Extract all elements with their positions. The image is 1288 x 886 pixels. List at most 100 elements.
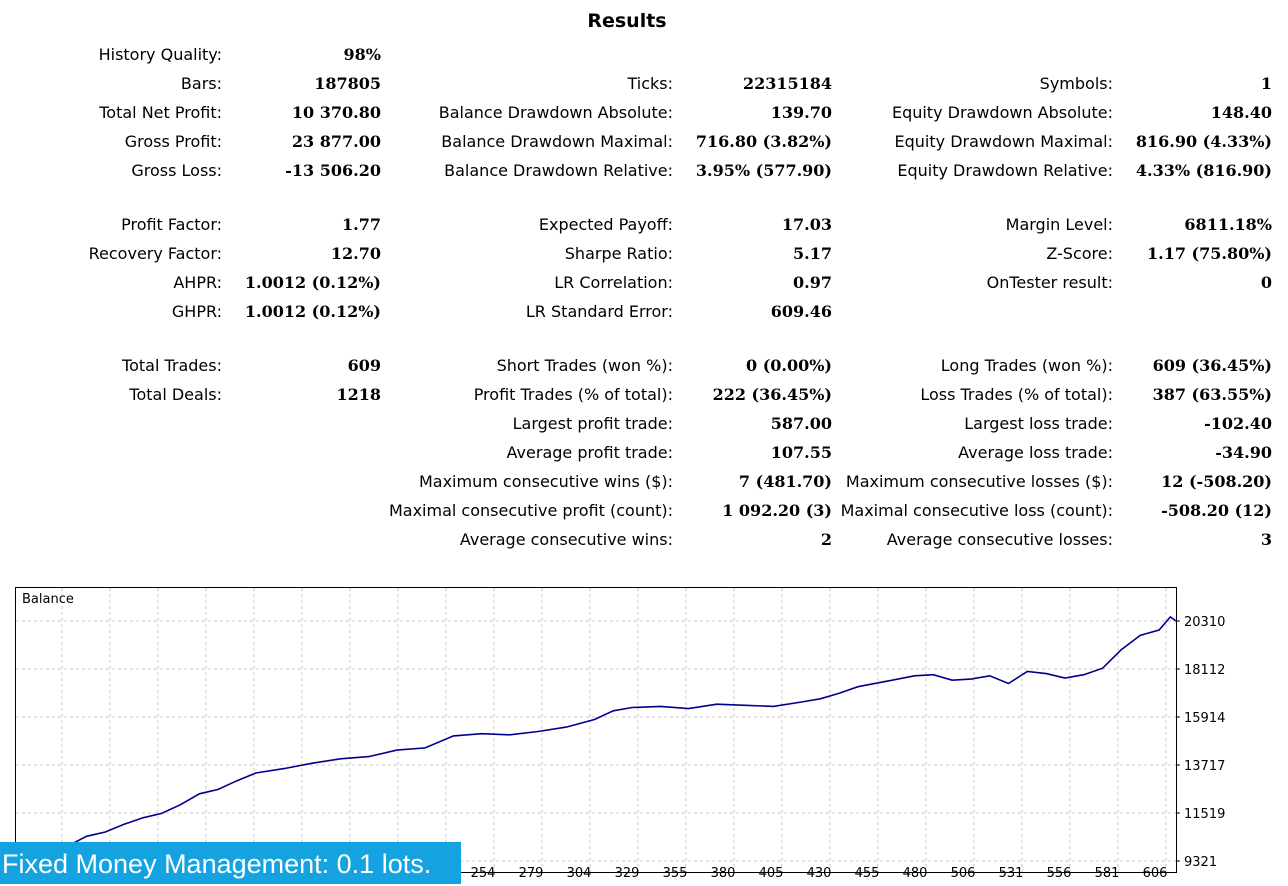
metric-value: 23 877.00 bbox=[291, 132, 381, 151]
y-tick-label: 20310 bbox=[1184, 615, 1225, 630]
metric-label: OnTester result: bbox=[986, 273, 1113, 292]
metric-label: Total Trades: bbox=[122, 356, 222, 375]
metric-value: 4.33% (816.90) bbox=[1135, 161, 1272, 180]
metric-label: Symbols: bbox=[1039, 74, 1113, 93]
x-tick-label: 405 bbox=[759, 866, 784, 881]
metric-value: -508.20 (12) bbox=[1161, 501, 1272, 520]
metric-label: Average profit trade: bbox=[506, 443, 673, 462]
x-tick-label: 606 bbox=[1143, 866, 1168, 881]
chart-title: Balance bbox=[22, 592, 74, 607]
x-tick-label: 329 bbox=[615, 866, 640, 881]
balance-chart-frame bbox=[15, 587, 1177, 873]
metric-label: Short Trades (won %): bbox=[496, 356, 673, 375]
metric-value: -34.90 bbox=[1215, 443, 1272, 462]
balance-series-line bbox=[29, 615, 1177, 862]
metric-label: Bars: bbox=[180, 74, 222, 93]
metric-value: 10 370.80 bbox=[291, 103, 381, 122]
metric-label: Average loss trade: bbox=[958, 443, 1113, 462]
metric-label: Expected Payoff: bbox=[538, 215, 673, 234]
metric-label: Maximum consecutive wins ($): bbox=[418, 472, 673, 491]
metric-value: 1.0012 (0.12%) bbox=[244, 273, 381, 292]
metric-value: 1218 bbox=[336, 385, 381, 404]
metric-value: 1 092.20 (3) bbox=[722, 501, 832, 520]
metric-value: 12.70 bbox=[330, 244, 381, 263]
metric-label: Profit Trades (% of total): bbox=[473, 385, 673, 404]
metric-value: 716.80 (3.82%) bbox=[695, 132, 832, 151]
metric-value: 1.0012 (0.12%) bbox=[244, 302, 381, 321]
metric-label: Gross Profit: bbox=[124, 132, 222, 151]
metric-value: 5.17 bbox=[793, 244, 832, 263]
metric-value: 3.95% (577.90) bbox=[695, 161, 832, 180]
metric-value: 1.17 (75.80%) bbox=[1147, 244, 1272, 263]
metric-value: 17.03 bbox=[781, 215, 832, 234]
metric-label: Maximal consecutive loss (count): bbox=[840, 501, 1113, 520]
metric-label: Maximal consecutive profit (count): bbox=[388, 501, 673, 520]
metric-value: 22315184 bbox=[742, 74, 832, 93]
metric-value: 609 bbox=[347, 356, 381, 375]
metric-label: Total Deals: bbox=[129, 385, 222, 404]
metric-label: Largest loss trade: bbox=[964, 414, 1113, 433]
y-tick-label: 13717 bbox=[1184, 759, 1225, 774]
metric-value: 1 bbox=[1260, 74, 1272, 93]
x-tick-label: 430 bbox=[807, 866, 832, 881]
metric-label: LR Standard Error: bbox=[525, 302, 673, 321]
metric-label: Recovery Factor: bbox=[88, 244, 222, 263]
metric-label: AHPR: bbox=[173, 273, 222, 292]
metric-value: -102.40 bbox=[1204, 414, 1272, 433]
x-tick-label: 254 bbox=[471, 866, 496, 881]
metric-value: 609.46 bbox=[770, 302, 832, 321]
x-tick-label: 279 bbox=[519, 866, 544, 881]
money-management-banner: Fixed Money Management: 0.1 lots. bbox=[0, 842, 461, 884]
metric-label: Largest profit trade: bbox=[512, 414, 673, 433]
results-title: Results bbox=[587, 10, 667, 32]
metric-value: 98% bbox=[343, 45, 381, 64]
metric-value: 3 bbox=[1260, 530, 1272, 549]
x-tick-label: 506 bbox=[951, 866, 976, 881]
metric-label: Equity Drawdown Absolute: bbox=[891, 103, 1113, 122]
metric-value: 387 (63.55%) bbox=[1152, 385, 1272, 404]
x-tick-label: 480 bbox=[903, 866, 928, 881]
x-tick-label: 355 bbox=[663, 866, 688, 881]
metric-label: Margin Level: bbox=[1005, 215, 1113, 234]
metric-label: Profit Factor: bbox=[121, 215, 222, 234]
metric-label: Average consecutive wins: bbox=[459, 530, 673, 549]
metric-value: 0 (0.00%) bbox=[745, 356, 832, 375]
y-tick-label: 15914 bbox=[1184, 711, 1225, 726]
metric-label: GHPR: bbox=[171, 302, 222, 321]
metric-value: 107.55 bbox=[770, 443, 832, 462]
metric-label: Maximum consecutive losses ($): bbox=[845, 472, 1113, 491]
metric-label: Balance Drawdown Maximal: bbox=[441, 132, 673, 151]
metric-label: Equity Drawdown Relative: bbox=[897, 161, 1113, 180]
metric-value: 7 (481.70) bbox=[738, 472, 832, 491]
metric-value: 0.97 bbox=[793, 273, 832, 292]
metric-label: Z-Score: bbox=[1046, 244, 1113, 263]
metric-value: 587.00 bbox=[770, 414, 832, 433]
metric-value: 2 bbox=[820, 530, 832, 549]
metric-value: 148.40 bbox=[1210, 103, 1272, 122]
metric-label: Average consecutive losses: bbox=[886, 530, 1113, 549]
metric-value: 1.77 bbox=[342, 215, 381, 234]
metric-value: -13 506.20 bbox=[285, 161, 381, 180]
metric-label: Long Trades (won %): bbox=[940, 356, 1113, 375]
metric-value: 609 (36.45%) bbox=[1152, 356, 1272, 375]
metric-label: History Quality: bbox=[98, 45, 222, 64]
x-tick-label: 455 bbox=[855, 866, 880, 881]
metric-value: 222 (36.45%) bbox=[712, 385, 832, 404]
x-tick-label: 556 bbox=[1047, 866, 1072, 881]
metric-label: Equity Drawdown Maximal: bbox=[894, 132, 1113, 151]
metric-label: Total Net Profit: bbox=[99, 103, 222, 122]
metric-label: Sharpe Ratio: bbox=[564, 244, 673, 263]
metric-label: Balance Drawdown Relative: bbox=[444, 161, 673, 180]
metric-value: 187805 bbox=[314, 74, 381, 93]
x-tick-label: 304 bbox=[567, 866, 592, 881]
x-tick-label: 581 bbox=[1095, 866, 1120, 881]
metric-value: 139.70 bbox=[770, 103, 832, 122]
metric-label: LR Correlation: bbox=[554, 273, 673, 292]
x-tick-label: 531 bbox=[999, 866, 1024, 881]
metric-label: Gross Loss: bbox=[131, 161, 222, 180]
y-tick-label: 9321 bbox=[1184, 855, 1217, 870]
metric-label: Loss Trades (% of total): bbox=[920, 385, 1113, 404]
metric-label: Ticks: bbox=[627, 74, 673, 93]
metric-label: Balance Drawdown Absolute: bbox=[438, 103, 673, 122]
